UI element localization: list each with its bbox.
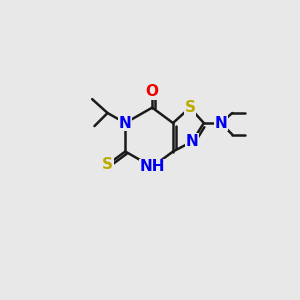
Text: NH: NH xyxy=(140,159,165,174)
Text: S: S xyxy=(184,100,195,115)
Text: S: S xyxy=(102,157,113,172)
Text: N: N xyxy=(214,116,227,130)
Text: N: N xyxy=(186,134,199,149)
Text: N: N xyxy=(119,116,132,130)
Text: O: O xyxy=(146,84,159,99)
